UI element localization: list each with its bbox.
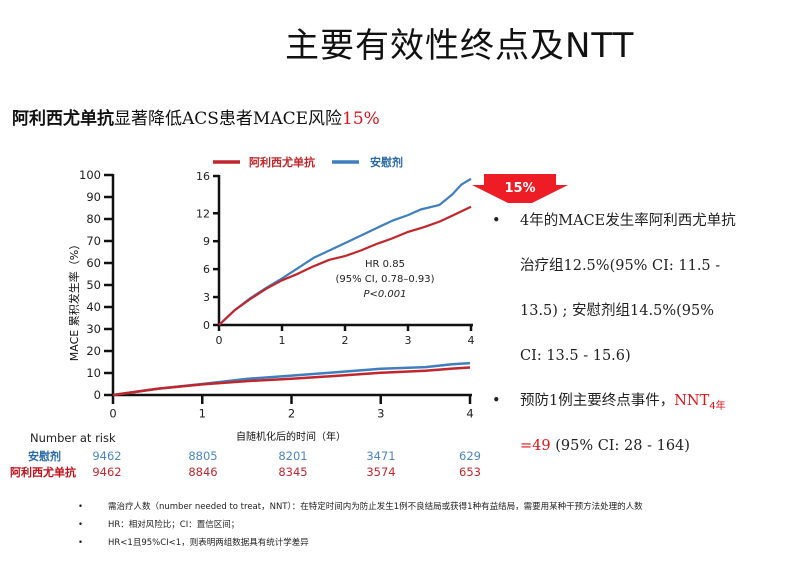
risk-value: 9462 xyxy=(92,465,121,479)
main-y-axis-label: MACE 累积发生率（%） xyxy=(67,239,81,361)
inset-series-drug xyxy=(218,205,472,326)
risk-value: 8345 xyxy=(278,465,307,479)
legend-label-drug: 阿利西尤单抗 xyxy=(249,155,315,169)
main-y-tick-label: 40 xyxy=(86,300,101,314)
footnote-3: • HR<1且95%CI<1，则表明两组数据具有统计学差异 xyxy=(78,538,309,548)
main-x-tick-label: 2 xyxy=(288,407,295,421)
inset-y-tick-label: 16 xyxy=(196,170,210,183)
main-x-tick-label: 4 xyxy=(466,407,473,421)
reduction-badge-text: 15% xyxy=(504,181,535,196)
main-y-tick-label: 0 xyxy=(94,388,101,402)
main-y-tick-label: 20 xyxy=(86,344,101,358)
nnt-subscript: 4年 xyxy=(709,400,726,412)
page-title: 主要有效性终点及NTT xyxy=(285,26,635,66)
risk-value: 3471 xyxy=(366,449,395,463)
inset-chart-lines xyxy=(218,177,472,326)
risk-value: 9462 xyxy=(92,449,121,463)
risk-value: 629 xyxy=(459,449,481,463)
inset-x-tick-label: 3 xyxy=(405,334,412,347)
main-y-tick-label: 100 xyxy=(79,168,101,182)
bullet-2-line-1: • 预防1例主要终点事件，NNT4年 xyxy=(492,393,726,412)
risk-row-label-drug: 阿利西尤单抗 xyxy=(10,465,76,479)
risk-value: 3574 xyxy=(366,465,395,479)
legend: 阿利西尤单抗 安慰剂 xyxy=(213,155,403,169)
result-bullets: • 4年的MACE发生率阿利西尤单抗 治疗组12.5%(95% CI: 11.5 … xyxy=(492,208,792,478)
risk-values: 9462 8805 8201 3471 629 9462 8846 8345 3574 653 xyxy=(92,449,481,479)
inset-y-tick-label: 12 xyxy=(196,207,210,220)
bullet-1-line-1: • 4年的MACE发生率阿利西尤单抗 xyxy=(492,213,736,229)
subtitle-middle: 显著降低ACS患者MACE风险 xyxy=(114,109,343,129)
subtitle: 阿利西尤单抗显著降低ACS患者MACE风险15% xyxy=(12,104,380,129)
main-y-tick-label: 30 xyxy=(86,322,101,336)
main-series-drug xyxy=(112,366,471,397)
inset-x-tick-label: 4 xyxy=(468,334,475,347)
bullet-2-line-2: =49 (95% CI: 28 - 164) xyxy=(520,438,690,454)
inset-y-tick-label: 3 xyxy=(203,291,210,304)
p-annotation: P<0.001 xyxy=(363,289,406,300)
main-chart-lines xyxy=(112,361,471,397)
inset-x-tick-label: 1 xyxy=(279,334,286,347)
footnotes: • 需治疗人数（number needed to treat，NNT）：在特定时间… xyxy=(78,500,643,554)
main-y-tick-label: 10 xyxy=(86,366,101,380)
main-y-tick-label: 80 xyxy=(86,212,101,226)
ci-annotation: (95% CI, 0.78–0.93) xyxy=(335,274,434,285)
bullet-1-line-2: 治疗组12.5%(95% CI: 11.5 - xyxy=(520,258,721,274)
inset-y-tick-label: 6 xyxy=(203,263,210,276)
risk-row-label-placebo: 安慰剂 xyxy=(28,449,61,463)
bullet-1-line-4: CI: 13.5 - 15.6) xyxy=(520,348,631,364)
main-y-tick-label: 70 xyxy=(86,234,101,248)
inset-x-tick-label: 2 xyxy=(342,334,349,347)
footnote-2: • HR：相对风险比；CI：置信区间； xyxy=(78,520,240,530)
reduction-arrow-badge: 15% xyxy=(472,174,568,203)
risk-value: 653 xyxy=(459,465,481,479)
footnote-1: • 需治疗人数（number needed to treat，NNT）：在特定时间… xyxy=(78,502,643,512)
main-x-tick-label: 0 xyxy=(109,407,116,421)
inset-y-tick-label: 9 xyxy=(203,235,210,248)
legend-label-placebo: 安慰剂 xyxy=(370,155,403,169)
main-x-tick-label: 1 xyxy=(199,407,206,421)
main-x-axis-label: 自随机化后的时间（年） xyxy=(236,430,346,443)
main-y-tick-label: 60 xyxy=(86,256,101,270)
subtitle-percent: 15% xyxy=(342,109,380,129)
bullet-1-line-3: 13.5) ; 安慰剂组14.5%(95% xyxy=(520,303,714,319)
main-y-tick-label: 90 xyxy=(86,190,101,204)
inset-series-placebo xyxy=(218,177,472,326)
hr-annotation: HR 0.85 xyxy=(365,259,405,270)
inset-x-tick-label: 0 xyxy=(216,334,223,347)
nnt-label: NNT xyxy=(674,393,710,409)
risk-value: 8201 xyxy=(278,449,307,463)
risk-value: 8805 xyxy=(188,449,217,463)
inset-y-tick-label: 0 xyxy=(203,319,210,332)
subtitle-drug: 阿利西尤单抗 xyxy=(12,109,114,129)
down-arrow-icon xyxy=(472,174,568,203)
main-y-tick-label: 50 xyxy=(86,278,101,292)
nnt-value: =49 xyxy=(520,438,551,454)
risk-table-label: Number at risk xyxy=(30,431,116,445)
risk-value: 8846 xyxy=(188,465,217,479)
main-x-tick-label: 3 xyxy=(377,407,384,421)
